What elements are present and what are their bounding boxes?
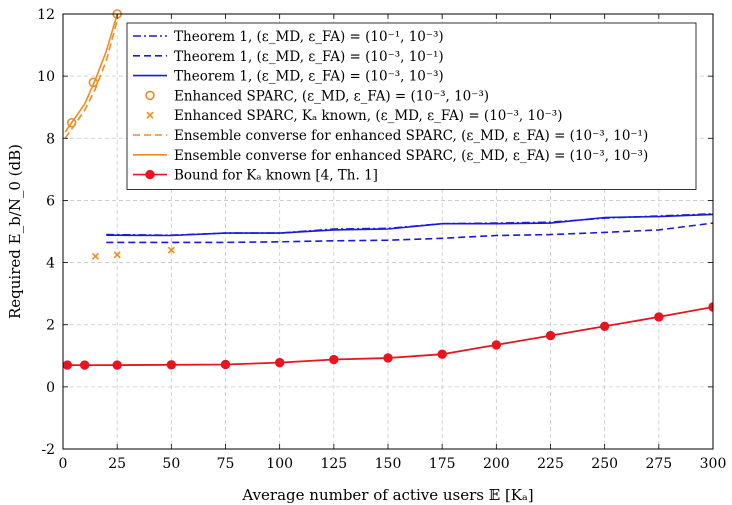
series-line <box>67 306 713 367</box>
data-point <box>599 321 610 331</box>
y-axis-title: Required E_b/N_0 (dB) <box>6 144 24 319</box>
data-point <box>166 360 177 370</box>
data-point <box>112 360 122 370</box>
y-tick-label: -2 <box>41 442 55 458</box>
data-point <box>145 169 155 180</box>
x-tick-label: 200 <box>483 456 510 472</box>
data-point <box>167 246 175 254</box>
legend-entry: Theorem 1, (ε_MD, ε_FA) = (10⁻¹, 10⁻³) <box>133 29 444 45</box>
x-axis-title: Average number of active users 𝔼 [Kₐ] <box>241 486 533 504</box>
data-point <box>220 359 231 370</box>
legend-entry: Ensemble converse for enhanced SPARC, (ε… <box>133 128 648 144</box>
series-line <box>106 222 713 244</box>
x-tick-label: 300 <box>700 456 727 472</box>
legend-entry: Bound for Kₐ known [4, Th. 1] <box>133 168 378 184</box>
legend-label: Ensemble converse for enhanced SPARC, (ε… <box>174 148 648 164</box>
data-point-stroke <box>146 111 154 119</box>
data-point <box>63 360 73 370</box>
data-point <box>491 340 502 350</box>
legend-label: Theorem 1, (ε_MD, ε_FA) = (10⁻³, 10⁻³) <box>174 69 444 85</box>
data-point <box>145 90 155 101</box>
data-point <box>545 330 556 341</box>
y-tick-label: 0 <box>46 380 55 396</box>
data-point <box>654 312 664 322</box>
data-point <box>437 349 447 359</box>
data-point-stroke <box>91 252 100 260</box>
x-tick-label: 25 <box>108 456 126 472</box>
data-point-stroke <box>167 246 175 254</box>
series-line <box>106 213 713 237</box>
legend-entry: Ensemble converse for enhanced SPARC, (ε… <box>133 148 648 164</box>
x-tick-label: 50 <box>162 456 180 472</box>
series-2 <box>106 222 713 244</box>
y-tick-label: 6 <box>46 193 55 209</box>
data-point <box>383 353 393 363</box>
legend-entry: Theorem 1, (ε_MD, ε_FA) = (10⁻³, 10⁻¹) <box>133 49 444 65</box>
legend-label: Ensemble converse for enhanced SPARC, (ε… <box>174 128 648 144</box>
series-line <box>64 19 118 139</box>
series-line <box>64 13 118 133</box>
x-tick-label: 225 <box>537 456 564 472</box>
legend-label: Bound for Kₐ known [4, Th. 1] <box>174 168 378 184</box>
legend-label: Theorem 1, (ε_MD, ε_FA) = (10⁻¹, 10⁻³) <box>174 29 444 45</box>
series-3 <box>106 213 713 237</box>
data-point <box>91 252 100 260</box>
data-point <box>79 360 90 370</box>
y-tick-label: 10 <box>37 69 55 85</box>
legend-box <box>126 22 697 190</box>
series-6 <box>64 19 118 139</box>
x-tick-label: 150 <box>375 456 402 472</box>
legend-label: Enhanced SPARC, Kₐ known, (ε_MD, ε_FA) =… <box>174 108 562 124</box>
y-tick-label: 2 <box>46 318 55 334</box>
y-tick-label: 12 <box>37 7 55 23</box>
y-tick-label: 4 <box>46 256 55 272</box>
data-point-stroke <box>113 251 121 259</box>
data-point <box>146 111 154 119</box>
data-point <box>274 357 285 368</box>
data-point <box>329 354 339 365</box>
data-point <box>113 251 121 259</box>
legend-label: Enhanced SPARC, (ε_MD, ε_FA) = (10⁻³, 10… <box>174 88 489 104</box>
ticks: 0 25 50 75 100 125 150 175 200 225 250 275 300-20246… <box>37 7 726 472</box>
series-8 <box>63 302 713 370</box>
legend-entry: Theorem 1, (ε_MD, ε_FA) = (10⁻³, 10⁻³) <box>133 69 444 85</box>
x-tick-label: 250 <box>591 456 618 472</box>
legend-entry: Enhanced SPARC, (ε_MD, ε_FA) = (10⁻³, 10… <box>145 88 489 104</box>
y-tick-label: 8 <box>46 131 55 147</box>
series-7 <box>64 13 118 133</box>
x-tick-label: 0 <box>59 456 68 472</box>
series-5 <box>91 246 175 260</box>
legend: Theorem 1, (ε_MD, ε_FA) = (10⁻¹, 10⁻³) Th… <box>126 22 697 190</box>
x-tick-label: 75 <box>217 456 235 472</box>
x-tick-label: 100 <box>266 456 293 472</box>
x-tick-label: 275 <box>645 456 672 472</box>
legend-entry: Enhanced SPARC, Kₐ known, (ε_MD, ε_FA) =… <box>146 108 562 124</box>
x-tick-label: 175 <box>429 456 456 472</box>
x-tick-label: 125 <box>320 456 347 472</box>
series-group <box>63 9 713 370</box>
legend-label: Theorem 1, (ε_MD, ε_FA) = (10⁻³, 10⁻¹) <box>174 49 444 65</box>
